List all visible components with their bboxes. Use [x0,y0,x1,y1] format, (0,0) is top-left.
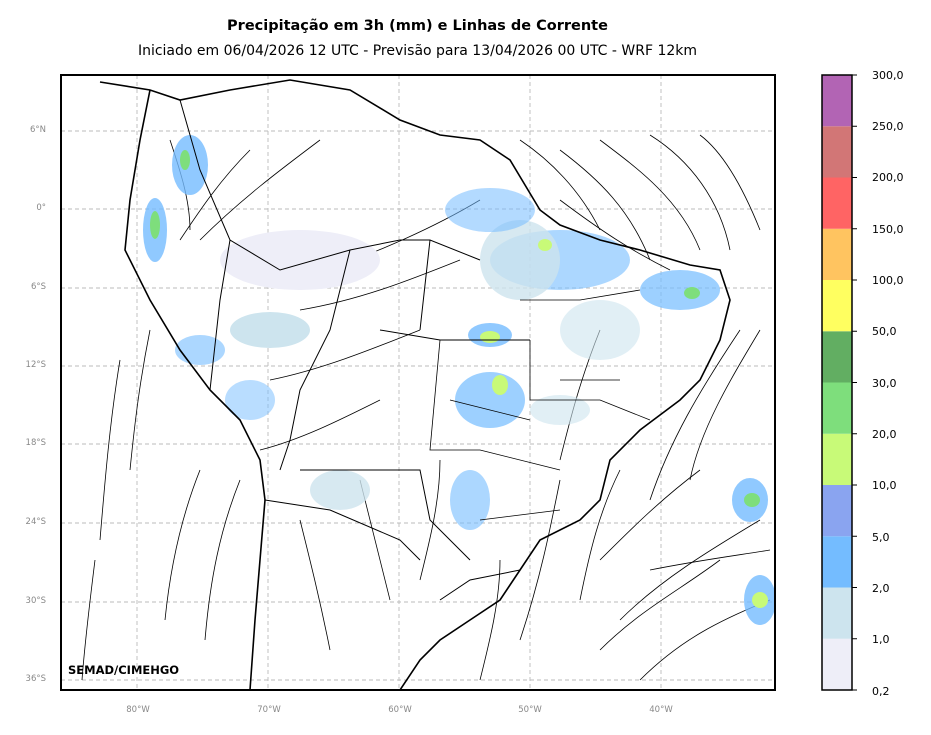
colorbar-segment [822,587,852,639]
lon-tick: 70°W [257,705,281,715]
streamline [179,149,251,241]
streamline [579,469,621,601]
map-gridlines [61,75,775,690]
streamline [559,199,671,271]
streamlines [81,134,771,681]
lon-tick: 50°W [518,705,542,715]
colorbar-segment [822,433,852,485]
colorbar-segment [822,331,852,383]
state-borders [429,289,651,521]
streamline [204,479,241,641]
colorbar-segment [822,280,852,332]
colorbar-label: 2,0 [872,582,890,595]
streamline [689,329,761,481]
lon-tick: 40°W [649,705,673,715]
colorbar-segment [822,228,852,280]
colorbar-segment [822,75,852,127]
colorbar-label: 200,0 [872,171,904,184]
lat-tick: 6°N [29,125,46,135]
credit-label: SEMAD/CIMEHGO [68,663,180,677]
colorbar-segment [822,485,852,537]
streamline [199,139,321,241]
streamline [299,519,331,651]
colorbar-label: 1,0 [872,633,890,646]
colorbar-label: 250,0 [872,120,904,133]
lon-tick: 60°W [388,705,412,715]
lon-tick: 80°W [126,705,150,715]
streamline [99,359,121,541]
streamline [164,469,201,621]
lat-tick: 24°S [25,517,46,527]
streamline [81,559,96,681]
colorbar-label: 10,0 [872,479,897,492]
colorbar-label: 50,0 [872,325,897,338]
colorbar-segment [822,177,852,229]
colorbar-label: 0,2 [872,685,890,698]
streamline [129,329,151,471]
streamline [649,549,771,571]
colorbar-segment [822,638,852,690]
colorbar-segment [822,536,852,588]
coastlines [99,79,731,690]
colorbar-label: 5,0 [872,531,890,544]
colorbar [821,74,857,691]
map-title: Precipitação em 3h (mm) e Linhas de Corr… [227,18,608,34]
map-frame [60,74,776,691]
lat-tick: 0° [36,203,46,213]
precipitation-field [143,135,775,625]
streamline [299,259,461,311]
colorbar-segment [822,382,852,434]
streamline [699,134,761,231]
streamline [599,139,701,251]
lat-tick: 30°S [25,596,46,606]
streamline [269,329,421,381]
streamline [419,459,441,581]
colorbar-segment [822,126,852,178]
streamline [619,519,761,621]
streamline [259,399,381,451]
lat-tick: 36°S [25,674,46,684]
colorbar-label: 30,0 [872,377,897,390]
colorbar-label: 20,0 [872,428,897,441]
lat-tick: 6°S [30,282,46,292]
streamline [479,559,501,681]
lat-tick: 12°S [25,360,46,370]
streamline [649,329,741,501]
streamline [559,149,651,261]
colorbar-label: 150,0 [872,223,904,236]
streamline [519,139,601,231]
map-subtitle: Iniciado em 06/04/2026 12 UTC - Previsão… [137,43,698,59]
colorbar-label: 300,0 [872,69,904,82]
lat-tick: 18°S [25,438,46,448]
streamline [599,559,721,651]
colorbar-label: 100,0 [872,274,904,287]
streamline [599,469,701,561]
streamline [519,479,561,641]
streamline [649,134,731,251]
